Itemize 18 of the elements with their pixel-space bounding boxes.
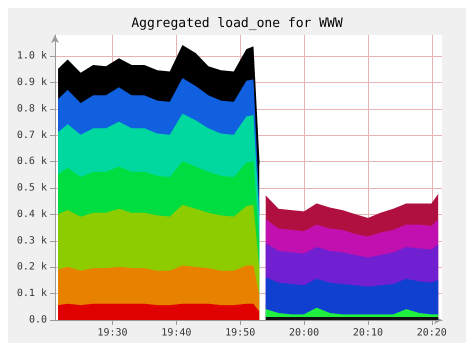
x-tick-label: 20:20 [416,328,447,338]
y-tick-label: 0.1 k [16,288,47,300]
x-tick-label: 19:30 [97,328,128,338]
y-tick-label: 0.8 k [16,103,47,114]
y-tick-label: 0.5 k [16,182,47,194]
x-tick-label: 19:40 [161,328,192,338]
y-tick-label: 0.9 k [16,77,47,88]
y-tick-label: 1.0 k [16,50,47,62]
x-tick-label: 20:00 [289,328,320,338]
y-tick-label: 0.7 k [16,130,47,141]
chart-title: Aggregated load_one for WWW [131,16,343,31]
y-tick-label: 0.3 k [16,235,47,246]
y-tick-label: 0.0 [28,314,47,326]
x-tick-label: 19:50 [225,328,256,338]
y-tick-label: 0.2 k [16,262,47,273]
x-tick-label: 20:10 [352,328,383,338]
y-tick-label: 0.4 k [16,208,47,220]
y-tick-label: 0.6 k [16,156,47,168]
